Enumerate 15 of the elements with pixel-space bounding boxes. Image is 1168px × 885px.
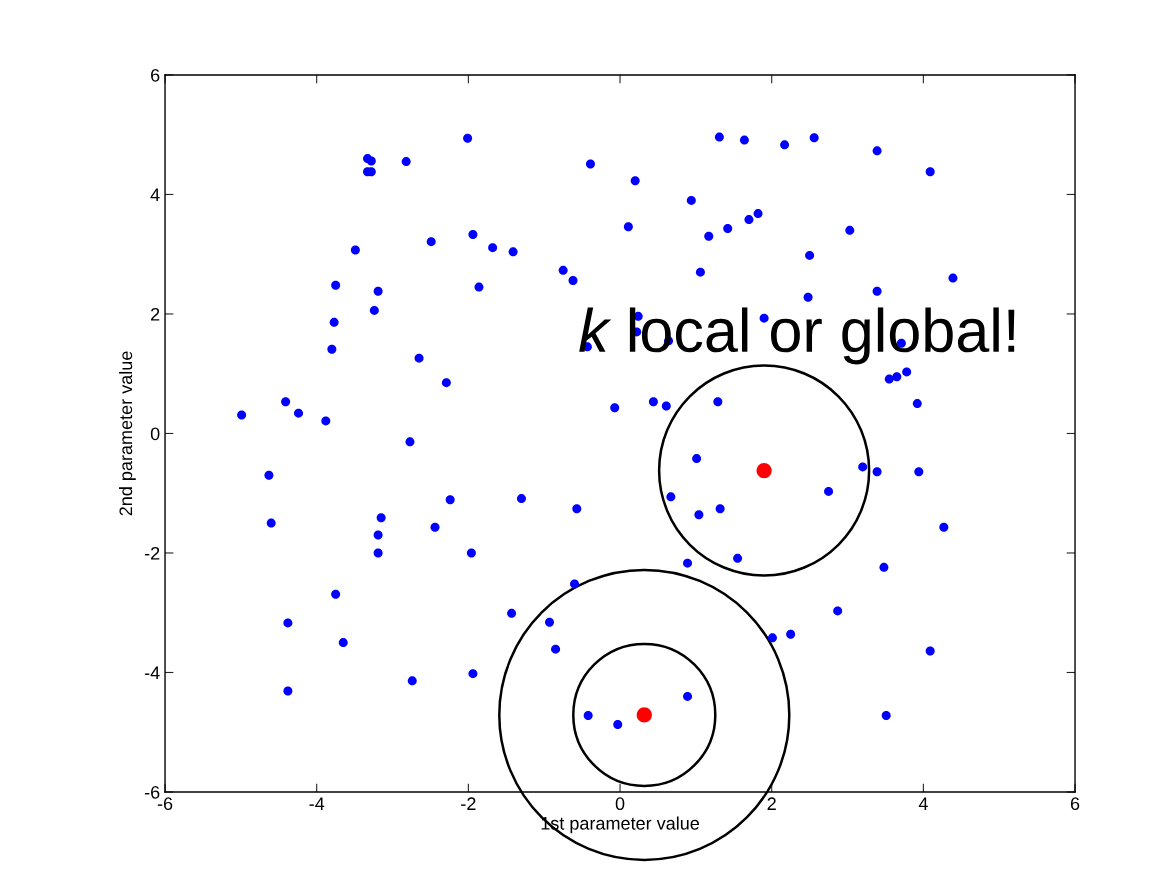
annotation: k local or global! [579, 307, 1015, 365]
x-tick-label: -2 [461, 797, 476, 810]
y-axis-title: 2nd parameter value [118, 351, 136, 516]
x-tick-label: 2 [767, 797, 776, 810]
x-tick-label: -4 [309, 797, 325, 810]
y-tick-label: -2 [144, 546, 160, 560]
y-tick-label: 2 [151, 307, 160, 321]
y-tick-label: 0 [150, 427, 160, 441]
y-tick-label: -4 [144, 666, 160, 680]
y-tick-label: 6 [151, 68, 160, 82]
x-tick-label: 4 [918, 797, 928, 810]
x-tick-label: 6 [1070, 797, 1080, 811]
y-tick-label: -6 [144, 785, 160, 799]
y-tick-label: 4 [150, 188, 160, 202]
x-tick-label: 0 [615, 797, 625, 811]
